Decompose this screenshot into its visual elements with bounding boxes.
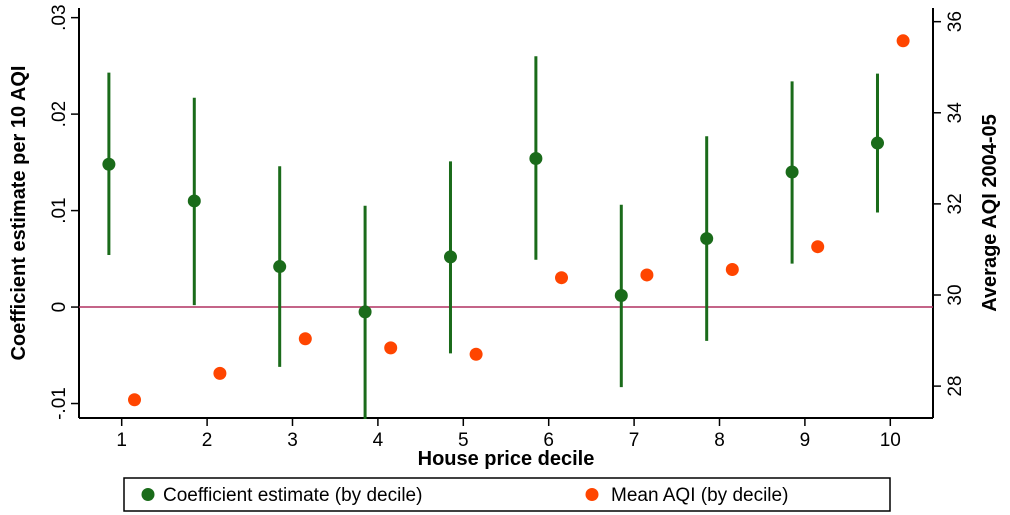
- x-axis-title: House price decile: [418, 448, 595, 470]
- y-axis-left-title: Coefficient estimate per 10 AQI: [8, 66, 30, 361]
- coefficient-point: [870, 136, 884, 150]
- y-right-tick-label: 34: [945, 102, 966, 124]
- x-tick-label: 6: [543, 430, 554, 451]
- mean-aqi-point: [128, 393, 142, 407]
- legend-box: [123, 477, 891, 512]
- y-right-tick-label: 30: [945, 284, 966, 305]
- coefficient-point: [443, 250, 457, 264]
- y-axis-right-title: Average AQI 2004-05: [979, 114, 1001, 312]
- y-left-tick-label: -.01: [49, 387, 70, 420]
- legend-label-mean-aqi: Mean AQI (by decile): [611, 485, 788, 506]
- x-tick-label: 8: [714, 430, 725, 451]
- coefficient-point: [529, 151, 543, 165]
- y-left-tick-label: .03: [49, 4, 70, 30]
- x-tick-label: 5: [458, 430, 469, 451]
- mean-aqi-point: [384, 341, 398, 355]
- coefficient-point: [785, 165, 799, 179]
- mean-aqi-point: [213, 366, 227, 380]
- mean-aqi-point: [725, 262, 739, 276]
- y-right-tick-label: 32: [945, 193, 966, 214]
- mean-aqi-point: [640, 268, 654, 282]
- mean-aqi-point: [555, 271, 569, 285]
- y-left-tick-label: .01: [49, 197, 70, 223]
- x-tick-label: 9: [800, 430, 811, 451]
- mean-aqi-point: [298, 332, 312, 346]
- x-tick-label: 10: [880, 430, 901, 451]
- legend-label-coefficient: Coefficient estimate (by decile): [163, 485, 422, 506]
- legend-marker-mean-aqi: [585, 488, 599, 501]
- y-left-tick-label: .02: [49, 101, 70, 127]
- coefficient-point: [187, 194, 201, 208]
- x-tick-label: 2: [202, 430, 213, 451]
- coefficient-point: [273, 260, 287, 274]
- y-right-tick-label: 36: [945, 11, 966, 32]
- x-tick-label: 3: [287, 430, 298, 451]
- x-tick-label: 1: [116, 430, 127, 451]
- coefficient-point: [614, 288, 628, 302]
- legend-marker-coefficient: [141, 488, 155, 501]
- mean-aqi-point: [896, 34, 910, 48]
- data-points: [102, 34, 910, 407]
- mean-aqi-point: [469, 347, 483, 361]
- y-left-tick-label: 0: [49, 302, 70, 313]
- coefficient-point: [700, 232, 714, 246]
- coefficient-point: [102, 157, 116, 171]
- y-right-tick-label: 28: [945, 376, 966, 397]
- legend: Coefficient estimate (by decile) Mean AQ…: [123, 477, 891, 512]
- mean-aqi-point: [811, 240, 825, 254]
- coefficient-point: [358, 305, 372, 319]
- x-tick-label: 4: [373, 430, 384, 451]
- x-tick-label: 7: [629, 430, 640, 451]
